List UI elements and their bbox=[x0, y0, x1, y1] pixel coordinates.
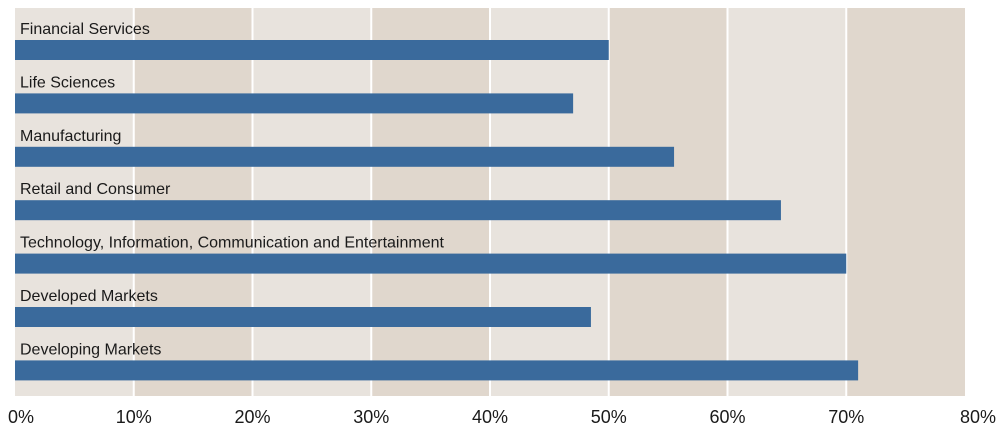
category-label: Financial Services bbox=[20, 21, 150, 38]
x-tick-label: 40% bbox=[472, 407, 508, 427]
bar bbox=[15, 146, 675, 167]
category-label: Life Sciences bbox=[20, 74, 115, 91]
x-tick-label: 0% bbox=[8, 407, 34, 427]
bar bbox=[15, 200, 781, 221]
bar bbox=[15, 360, 859, 381]
x-axis-tick-labels: 0% 10% 20% 30% 40% 50% 60% 70% 80% bbox=[8, 407, 996, 427]
bars-group bbox=[15, 40, 859, 381]
background-band bbox=[846, 8, 965, 396]
x-tick-label: 20% bbox=[234, 407, 270, 427]
category-label: Technology, Information, Communication a… bbox=[20, 235, 444, 252]
x-tick-label: 50% bbox=[591, 407, 627, 427]
bar bbox=[15, 93, 574, 114]
category-label: Developed Markets bbox=[20, 288, 158, 305]
category-labels: Financial Services Life Sciences Manufactu… bbox=[20, 21, 444, 358]
bar bbox=[15, 40, 609, 60]
bar bbox=[15, 253, 847, 274]
category-label: Retail and Consumer bbox=[20, 181, 171, 198]
x-tick-label: 30% bbox=[353, 407, 389, 427]
category-label: Developing Markets bbox=[20, 341, 161, 358]
x-tick-label: 80% bbox=[960, 407, 996, 427]
category-label: Manufacturing bbox=[20, 128, 121, 145]
x-tick-label: 10% bbox=[116, 407, 152, 427]
x-tick-label: 60% bbox=[709, 407, 745, 427]
x-tick-label: 70% bbox=[828, 407, 864, 427]
bar bbox=[15, 307, 591, 327]
